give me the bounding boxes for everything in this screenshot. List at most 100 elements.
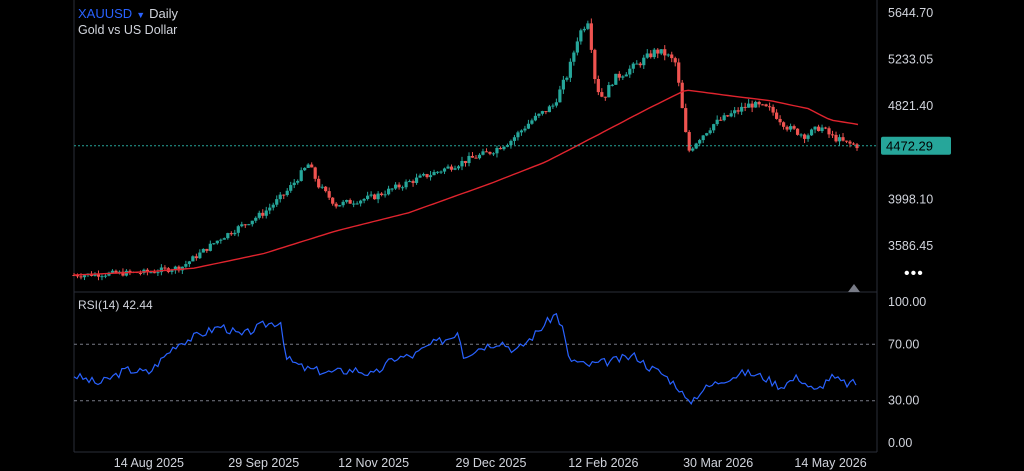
candle-body xyxy=(488,151,492,154)
candle-body xyxy=(275,199,279,205)
candle-body xyxy=(285,190,289,196)
candle-body xyxy=(418,175,422,178)
candle-body xyxy=(334,203,338,207)
candle-body xyxy=(841,137,845,141)
candle-body xyxy=(72,275,76,277)
candle-body xyxy=(547,106,551,113)
candle-body xyxy=(390,188,394,190)
candle-body xyxy=(809,129,814,136)
candle-body xyxy=(282,194,286,196)
candle-body xyxy=(313,167,317,179)
candle-body xyxy=(460,160,464,167)
rsi-tick-label: 0.00 xyxy=(888,436,912,450)
candle-body xyxy=(771,106,775,113)
candle-body xyxy=(561,79,565,90)
candle-body xyxy=(652,49,656,58)
candle-body xyxy=(477,154,482,159)
candle-body xyxy=(173,266,177,271)
candle-body xyxy=(837,137,842,142)
candle-body xyxy=(386,188,391,195)
candle-body xyxy=(184,264,188,267)
candle-body xyxy=(96,273,101,277)
candle-body xyxy=(617,73,621,78)
candle-body xyxy=(205,248,209,251)
time-tick-label: 12 Feb 2026 xyxy=(568,456,638,470)
candle-body xyxy=(194,256,198,259)
candle-body xyxy=(509,140,513,146)
candle-body xyxy=(198,252,202,259)
candle-body xyxy=(816,126,821,132)
candle-body xyxy=(495,148,499,154)
candle-body xyxy=(289,185,293,191)
candle-body xyxy=(338,205,342,207)
candle-body xyxy=(726,115,730,117)
candle-body xyxy=(264,210,268,216)
candle-body xyxy=(407,181,412,183)
candle-body xyxy=(201,248,205,253)
candle-body xyxy=(785,126,789,130)
candle-body xyxy=(428,175,433,178)
time-tick-label: 12 Nov 2025 xyxy=(338,456,409,470)
candle-body xyxy=(659,49,663,54)
candle-body xyxy=(156,272,160,274)
candle-body xyxy=(100,276,104,278)
symbol-description: Gold vs US Dollar xyxy=(78,23,178,37)
candle-body xyxy=(481,151,485,155)
candle-body xyxy=(586,23,590,29)
candle-body xyxy=(191,256,195,262)
candle-body xyxy=(844,140,849,142)
candle-body xyxy=(75,275,80,277)
candle-body xyxy=(404,181,408,188)
candle-body xyxy=(380,193,384,196)
candle-body xyxy=(593,49,597,80)
candle-body xyxy=(795,128,800,135)
candle-body xyxy=(775,112,779,119)
candle-body xyxy=(435,171,440,173)
candle-body xyxy=(708,130,712,134)
scale-marker-icon[interactable] xyxy=(848,284,860,292)
candle-body xyxy=(432,172,436,176)
candle-body xyxy=(701,135,705,141)
candle-body xyxy=(705,133,709,136)
candle-body xyxy=(649,53,653,58)
candle-body xyxy=(352,203,356,205)
candle-body xyxy=(519,130,524,133)
candle-body xyxy=(530,120,534,124)
symbol-label[interactable]: XAUUSD xyxy=(78,6,133,21)
candle-body xyxy=(656,49,660,54)
candle-body xyxy=(149,272,153,274)
candle-body xyxy=(327,191,331,198)
candle-body xyxy=(219,239,223,241)
candle-body xyxy=(121,271,125,276)
last-price-label: 4472.29 xyxy=(886,139,933,154)
candle-body xyxy=(631,63,635,69)
candle-body xyxy=(719,119,723,121)
ellipsis-icon[interactable]: ••• xyxy=(904,265,924,282)
candle-body xyxy=(278,194,282,200)
candle-body xyxy=(687,132,691,151)
candle-body xyxy=(299,170,303,181)
candle-body xyxy=(607,85,611,98)
candle-body xyxy=(729,113,733,117)
candle-body xyxy=(257,212,261,218)
candle-body xyxy=(212,243,216,245)
candle-body xyxy=(691,148,695,151)
candle-body xyxy=(635,63,639,65)
candle-body xyxy=(383,194,387,196)
candle-body xyxy=(317,178,321,188)
candle-body xyxy=(366,195,370,199)
candle-body xyxy=(449,166,454,170)
candle-body xyxy=(523,128,527,131)
candle-body xyxy=(568,61,572,78)
candle-body xyxy=(694,143,698,149)
candle-body xyxy=(93,273,97,276)
rsi-indicator-label[interactable]: RSI(14) 42.44 xyxy=(78,298,153,312)
candle-body xyxy=(670,54,674,59)
candle-body xyxy=(215,240,219,244)
interval-label[interactable]: Daily xyxy=(149,6,179,21)
symbol-dropdown-icon[interactable]: ▼ xyxy=(136,10,146,20)
candle-body xyxy=(292,182,296,186)
rsi-tick-label: 100.00 xyxy=(888,295,926,309)
candle-body xyxy=(673,58,677,63)
